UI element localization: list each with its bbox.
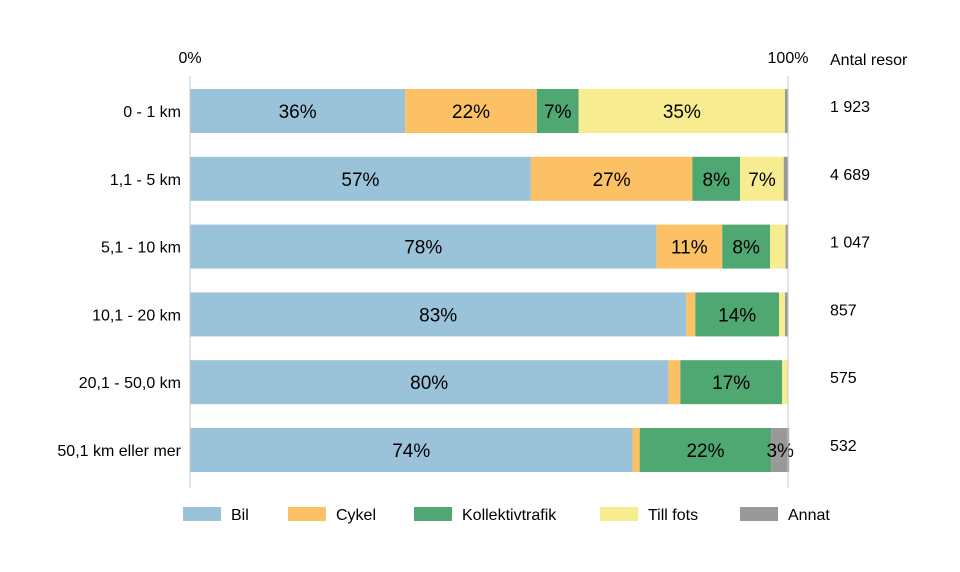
category-label: 50,1 km eller mer <box>57 443 181 460</box>
data-label: 22% <box>686 441 724 462</box>
bar-segment-annat <box>785 292 788 337</box>
data-label: 22% <box>452 102 490 123</box>
legend-label: Cykel <box>336 507 376 524</box>
antal-resor-title: Antal resor <box>830 52 908 69</box>
bar-segment-annat <box>785 224 788 269</box>
data-label: 35% <box>663 102 701 123</box>
antal-resor-value: 532 <box>830 438 857 455</box>
data-label: 11% <box>671 238 708 259</box>
legend-label: Annat <box>788 507 830 524</box>
bar-segment-bil <box>190 428 633 472</box>
data-label: 8% <box>703 170 731 191</box>
category-label: 10,1 - 20 km <box>92 307 181 324</box>
legend-label: Till fots <box>648 507 698 524</box>
bar-segment-bil <box>190 89 406 133</box>
bar-segment-kollektivtrafik <box>536 89 579 133</box>
legend-swatch-bil <box>183 507 221 521</box>
category-label: 0 - 1 km <box>123 104 181 121</box>
data-label: 57% <box>341 170 379 191</box>
data-label: 8% <box>732 238 760 259</box>
bar-segment-cykel <box>405 89 537 133</box>
data-label: 3% <box>766 441 794 462</box>
bar-segment-cykel <box>632 428 640 472</box>
bar-segment-bil <box>190 156 531 201</box>
data-label: 7% <box>748 170 776 191</box>
antal-resor-value: 575 <box>830 370 857 387</box>
bar-segment-cykel <box>656 224 723 269</box>
bar-segment-kollektivtrafik <box>692 156 741 201</box>
data-label: 27% <box>593 170 631 191</box>
data-label: 7% <box>544 102 572 123</box>
category-label: 5,1 - 10 km <box>101 240 181 257</box>
bar-segment-bil <box>190 360 669 405</box>
bar-segment-kollektivtrafik <box>639 428 772 472</box>
bar-segment-kollektivtrafik <box>722 224 771 269</box>
legend-label: Bil <box>231 507 249 524</box>
legend-swatch-cykel <box>288 507 326 521</box>
bar-segment-till-fots <box>770 224 786 269</box>
data-label: 83% <box>419 305 457 326</box>
bar-segment-till-fots <box>779 292 786 337</box>
bar-segment-cykel <box>668 360 681 405</box>
data-label: 78% <box>404 238 442 259</box>
bar-segment-annat <box>771 428 790 472</box>
data-label: 36% <box>279 102 317 123</box>
antal-resor-value: 1 923 <box>830 99 870 116</box>
category-label: 1,1 - 5 km <box>110 172 181 189</box>
bar-segment-kollektivtrafik <box>695 292 780 337</box>
data-label: 74% <box>392 441 430 462</box>
antal-resor-value: 4 689 <box>830 167 870 184</box>
x-tick-label: 100% <box>768 50 809 67</box>
bar-segment-till-fots <box>578 89 786 133</box>
bar-segment-cykel <box>686 292 696 337</box>
legend-swatch-annat <box>740 507 778 521</box>
legend-label: Kollektivtrafik <box>462 507 557 524</box>
bar-segment-annat <box>783 156 788 201</box>
bar-segment-bil <box>190 224 657 269</box>
bar-segment-cykel <box>530 156 693 201</box>
data-label: 14% <box>718 305 756 326</box>
bar-segment-annat <box>785 89 788 133</box>
category-label: 20,1 - 50,0 km <box>79 375 181 392</box>
legend-swatch-till-fots <box>600 507 638 521</box>
bar-segment-till-fots <box>740 156 784 201</box>
legend-swatch-kollektivtrafik <box>414 507 452 521</box>
x-tick-label: 0% <box>178 50 201 67</box>
data-label: 17% <box>712 373 750 394</box>
antal-resor-value: 1 047 <box>830 235 870 252</box>
bar-segment-bil <box>190 292 687 337</box>
data-label: 80% <box>410 373 448 394</box>
bar-segment-till-fots <box>782 360 788 405</box>
antal-resor-value: 857 <box>830 302 857 319</box>
bar-segment-kollektivtrafik <box>680 360 783 405</box>
